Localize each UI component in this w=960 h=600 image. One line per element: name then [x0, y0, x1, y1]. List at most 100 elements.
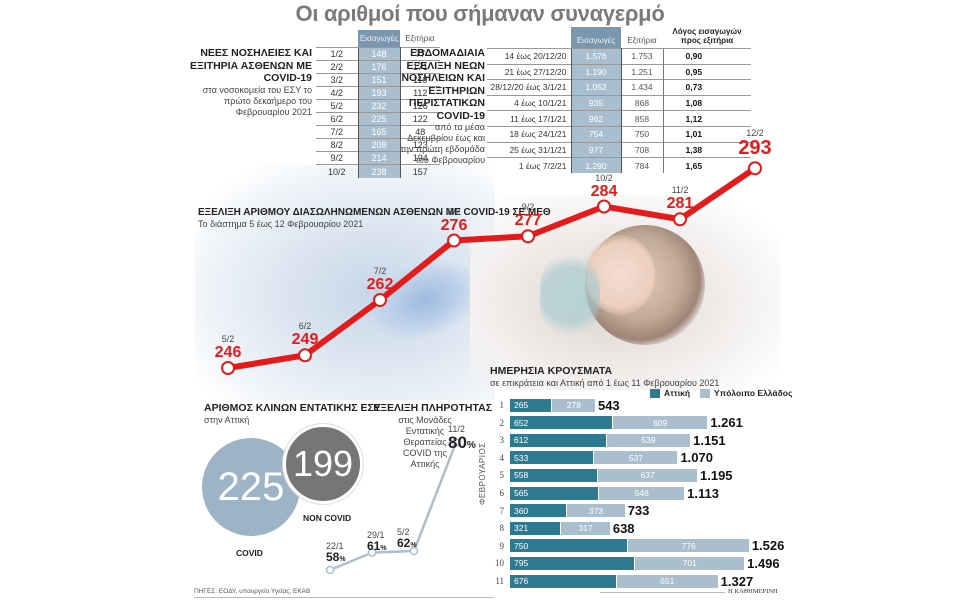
row-date: 9/2 — [316, 151, 358, 165]
legend-swatch-rest — [700, 388, 711, 398]
percent-sign: % — [339, 556, 346, 563]
bar-day-label: 4 — [499, 452, 505, 463]
row-date: 1/2 — [316, 46, 358, 61]
row-ratio: 1,01 — [662, 125, 751, 143]
data-point — [673, 212, 687, 227]
data-point-label: 6/2 249 — [280, 321, 330, 348]
data-point-label: 7/2 262 — [355, 266, 405, 293]
row-admissions: 165 — [357, 125, 401, 139]
bar-segment-rest: 548 — [598, 486, 685, 500]
occupancy-point-label: 22/1 58% — [326, 541, 346, 566]
bar-total: 543 — [597, 397, 620, 413]
point-date: 11/2 — [671, 185, 689, 196]
data-point — [221, 361, 235, 375]
row-discharges: 110 — [400, 72, 440, 87]
daily-cases-legend: Αττική Υπόλοιπο Ελλάδος — [650, 388, 792, 398]
table-row: 6/2 225 122 — [316, 111, 440, 126]
bar-segment-rest: 278 — [551, 398, 595, 412]
bar-total: 638 — [612, 520, 635, 536]
row-discharges: 1.753 — [621, 48, 663, 65]
source-note: ΠΗΓΕΣ: ΕΟΔΥ, υπουργείο Υγείας, ΕΚΑΒ — [194, 588, 311, 595]
bar-row: 6 565 548 1.113 — [486, 486, 720, 501]
row-date: 10/2 — [316, 164, 358, 178]
weekly-table-title: ΕΒΔΟΜΑΔΙΑΙΑ ΕΞΕΛΙΞΗ ΝΕΩΝ ΝΟΣΗΛΕΙΩΝ ΚΑΙ Ε… — [401, 47, 485, 122]
row-discharges: 157 — [400, 164, 440, 178]
bar-total: 1.327 — [720, 573, 754, 589]
daily-cases-subtitle: σε επικράτεια και Αττική από 1 έως 11 Φε… — [490, 377, 720, 388]
point-value: 246 — [214, 344, 242, 361]
table-row: 11 έως 17/1/21 962 858 1,12 — [487, 110, 751, 127]
row-admissions: 1.290 — [570, 157, 622, 174]
row-ratio: 0,73 — [662, 79, 751, 96]
point-date: 10/2 — [595, 172, 613, 183]
row-period: 1 έως 7/2/21 — [487, 157, 571, 174]
percent-sign: % — [380, 545, 387, 552]
data-point — [367, 548, 377, 557]
legend-swatch-attica — [650, 388, 660, 398]
bar-day-label: 5 — [499, 470, 505, 481]
data-point — [409, 546, 419, 556]
daily-cases-caption: ΗΜΕΡΗΣΙΑ ΚΡΟΥΣΜΑΤΑ σε επικράτεια και Αττ… — [490, 365, 719, 389]
bar-segment-attica: 533 — [510, 451, 594, 465]
point-date: 5/2 — [221, 334, 235, 344]
row-period: 25 έως 31/1/21 — [487, 141, 571, 158]
admissions-table-caption: ΝΕΕΣ ΝΟΣΗΛΕΙΕΣ ΚΑΙ ΕΞΙΤΗΡΙΑ ΑΣΘΕΝΩΝ ΜΕ C… — [176, 47, 312, 118]
bar-segment-rest: 701 — [634, 556, 745, 570]
data-point-label: 8/2 276 — [429, 207, 479, 234]
data-point — [447, 233, 461, 248]
row-ratio: 0,95 — [662, 63, 751, 80]
bar-total: 1.195 — [700, 467, 733, 483]
table-row: 1/2 148 77 — [316, 46, 440, 61]
row-period: 28/12/20 έως 3/1/21 — [487, 79, 571, 96]
row-discharges: 858 — [621, 110, 663, 127]
table-row: 14 έως 20/12/20 1.576 1.753 0,90 — [487, 48, 751, 65]
bar-day-label: 10 — [495, 558, 504, 569]
bar-segment-rest: 373 — [566, 504, 625, 518]
weekly-table: Εισαγωγές Εξιτήρια Λόγος εισαγωγών προς … — [487, 27, 751, 174]
row-period: 21 έως 27/12/20 — [487, 63, 571, 80]
row-admissions: 1.052 — [570, 79, 622, 96]
bar-row: 11 676 651 1.327 — [486, 573, 754, 589]
occupancy-point-label: 11/2 80% — [448, 424, 476, 454]
bar-segment-attica: 676 — [510, 574, 616, 588]
legend-label-rest: Υπόλοιπο Ελλάδος — [714, 388, 793, 398]
row-discharges: 123 — [400, 138, 440, 152]
row-ratio: 0,90 — [662, 48, 751, 65]
data-point-label: 10/2 284 — [579, 173, 629, 200]
occupancy-caption: ΕΞΕΛΙΞΗ ΠΛΗΡΟΤΗΤΑΣ στις Μονάδες Εντατική… — [372, 402, 492, 470]
daily-cases-title: ΗΜΕΡΗΣΙΑ ΚΡΟΥΣΜΑΤΑ — [490, 365, 613, 377]
data-point — [373, 293, 387, 307]
col-discharges: Εξιτήρια — [405, 33, 435, 43]
bar-segment-attica: 558 — [510, 468, 598, 482]
legend-label-attica: Αττική — [664, 388, 691, 398]
row-discharges: 1.434 — [621, 79, 663, 96]
beds-title: ΑΡΙΘΜΟΣ ΚΛΙΝΩΝ ΕΝΤΑΤΙΚΗΣ ΕΣΥ — [204, 402, 381, 414]
covid-beds-value: 225 — [217, 464, 285, 509]
col-ratio: Λόγος εισαγωγών προς εξιτήρια — [672, 27, 742, 45]
icu-chart-subtitle: Το διάστημα 5 έως 12 Φεβρουαρίου 2021 — [198, 219, 364, 229]
bar-segment-rest: 537 — [593, 451, 678, 465]
occupancy-point-label: 29/1 61% — [367, 530, 387, 555]
bar-day-label: 8 — [499, 523, 505, 534]
table-row: 2/2 176 171 — [316, 59, 440, 74]
occupancy-point-label: 5/2 62% — [397, 527, 417, 552]
bar-day-label: 3 — [499, 435, 505, 446]
row-discharges: 708 — [621, 141, 663, 158]
bar-segment-attica: 612 — [510, 433, 606, 447]
data-point — [597, 199, 611, 214]
weekly-table-caption: ΕΒΔΟΜΑΔΙΑΙΑ ΕΞΕΛΙΞΗ ΝΕΩΝ ΝΟΣΗΛΕΙΩΝ ΚΑΙ Ε… — [400, 47, 485, 166]
row-admissions: 208 — [357, 138, 401, 152]
point-value: 281 — [666, 195, 694, 213]
point-value: 58 — [326, 550, 340, 564]
bar-day-label: 6 — [499, 488, 505, 498]
bar-row: 1 265 278 543 — [486, 397, 620, 413]
bar-day-label: 7 — [499, 505, 505, 516]
row-admissions: 754 — [570, 125, 622, 143]
table-row: 5/2 232 126 — [316, 98, 440, 113]
bar-day-label: 9 — [499, 540, 505, 551]
bar-day-label: 1 — [499, 400, 505, 410]
bar-total: 1.526 — [751, 538, 785, 554]
percent-sign: % — [410, 542, 417, 549]
row-discharges: 784 — [621, 157, 663, 174]
bar-total: 1.261 — [710, 415, 743, 431]
